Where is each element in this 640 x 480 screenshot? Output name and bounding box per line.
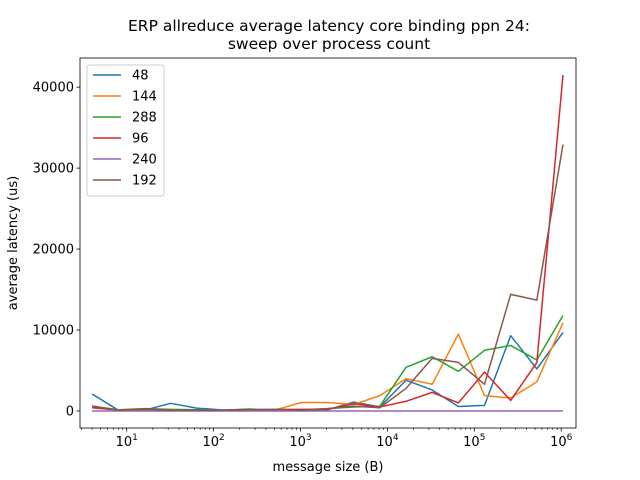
y-tick-label: 30000 <box>33 162 74 177</box>
legend-label-192: 192 <box>132 174 157 189</box>
x-tick-label: 102 <box>202 433 224 450</box>
y-tick-label: 0 <box>66 404 74 419</box>
legend-label-240: 240 <box>132 153 157 168</box>
y-tick-label: 10000 <box>33 324 74 339</box>
x-tick-label: 106 <box>550 433 573 450</box>
legend-label-48: 48 <box>132 69 149 84</box>
plot-frame <box>79 57 577 429</box>
chart-title-line-2: sweep over process count <box>228 35 430 53</box>
x-tick-label: 105 <box>463 433 485 450</box>
legend-label-288: 288 <box>132 111 157 126</box>
x-tick-label: 103 <box>289 433 311 450</box>
x-tick-label: 101 <box>116 433 138 450</box>
series-layer <box>91 74 564 412</box>
y-tick-label: 40000 <box>33 81 74 96</box>
legend-entries: 48 144 288 96 240 192 <box>93 69 157 189</box>
x-axis-ticks: 101 102 103 104 105 106 <box>80 428 573 450</box>
x-tick-label: 104 <box>376 433 399 450</box>
legend-box <box>86 64 165 197</box>
x-axis-label: message size (B) <box>273 460 384 475</box>
legend-label-144: 144 <box>132 90 157 105</box>
y-tick-label: 20000 <box>33 243 74 258</box>
series-line-192 <box>92 144 564 411</box>
y-axis-label: average latency (us) <box>6 176 21 310</box>
chart-title-line-1: ERP allreduce average latency core bindi… <box>128 17 530 35</box>
legend: 48 144 288 96 240 192 <box>86 64 165 197</box>
legend-label-96: 96 <box>132 132 149 147</box>
y-axis-ticks: 0 10000 20000 30000 40000 <box>33 81 80 419</box>
